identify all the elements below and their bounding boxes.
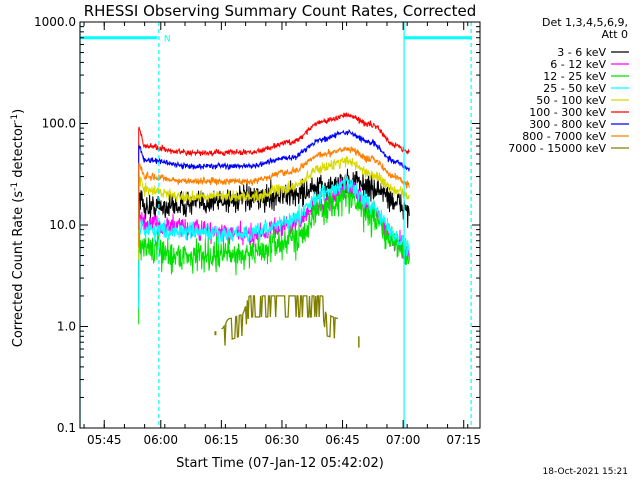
x-tick-label: 07:00 (386, 433, 421, 447)
series-layer (138, 112, 410, 348)
x-tick-label: 06:30 (265, 433, 300, 447)
night-marker-label: N (164, 35, 171, 45)
x-tick-label: 06:45 (325, 433, 360, 447)
series-25-50-kev-kev-line (138, 173, 410, 309)
series-100-300-kev-kev-line (138, 112, 410, 213)
series-800-7000-kev-kev-line (138, 146, 410, 248)
y-tick-label: 1.0 (57, 320, 76, 334)
y-axis: 1000.0 100.0 10.0 1.0 0.1 (34, 15, 480, 435)
legend-entry-label: 800 - 7000 keV (522, 130, 606, 143)
x-tick-label: 07:15 (446, 433, 481, 447)
legend-entry-label: 6 - 12 keV (550, 58, 606, 71)
legend-header-line2: Att 0 (602, 28, 628, 41)
x-tick-label: 06:15 (204, 433, 239, 447)
x-tick-label: 05:45 (87, 433, 122, 447)
timestamp: 18-Oct-2021 15:21 (543, 467, 628, 477)
y-tick-label: 100.0 (42, 117, 76, 131)
series-3-6-kev-kev-line (138, 168, 410, 279)
legend-entry-label: 25 - 50 keV (543, 82, 606, 95)
y-axis-label: Corrected Count Rate (s-1 detector-1) (10, 109, 26, 347)
series-50-100-kev-kev-line (138, 155, 410, 261)
y-tick-label: 0.1 (57, 421, 76, 435)
x-axis: 05:45 06:00 06:15 06:30 06:45 07:00 07:15 (83, 22, 481, 447)
legend-entry-label: 3 - 6 keV (557, 46, 606, 59)
x-tick-label: 06:00 (143, 433, 178, 447)
series-300-800-kev-kev-line (138, 128, 410, 230)
series-7000-15000-kev-kev-line (221, 295, 338, 346)
legend-entry-label: 300 - 800 keV (529, 118, 606, 131)
x-axis-label: Start Time (07-Jan-12 05:42:02) (176, 456, 384, 471)
chart-title: RHESSI Observing Summary Count Rates, Co… (84, 2, 477, 20)
y-tick-label: 1000.0 (34, 15, 76, 29)
legend-entry-label: 12 - 25 keV (543, 70, 606, 83)
legend-entry-label: 50 - 100 keV (536, 94, 606, 107)
legend-entry-label: 100 - 300 keV (529, 106, 606, 119)
legend-entry-label: 7000 - 15000 keV (508, 142, 606, 155)
y-tick-label: 10.0 (49, 218, 76, 232)
legend-header-line1: Det 1,3,4,5,6,9, (542, 16, 628, 29)
